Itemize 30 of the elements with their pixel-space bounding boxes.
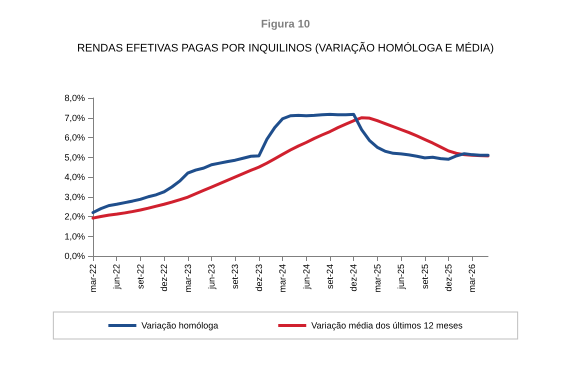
- x-tick-label: set-24: [325, 264, 335, 290]
- x-tick-label: set-23: [230, 264, 240, 290]
- x-tick-label: dez-25: [444, 264, 454, 292]
- x-tick-label: mar-25: [372, 264, 382, 293]
- y-tick-label: 4,0%: [64, 172, 85, 182]
- y-tick-label: 6,0%: [64, 132, 85, 142]
- x-tick-label: jun-23: [206, 264, 216, 290]
- y-tick-label: 5,0%: [64, 152, 85, 162]
- x-tick-label: mar-26: [467, 264, 478, 293]
- x-tick-label: set-25: [420, 264, 430, 290]
- x-tick-label: mar-24: [278, 264, 288, 293]
- x-tick-label: dez-22: [159, 264, 170, 292]
- y-tick-label: 7,0%: [64, 112, 85, 123]
- chart-subtitle: RENDAS EFETIVAS PAGAS POR INQUILINOS (VARIAÇÃO HOMÓLOGA E MÉDIA): [77, 42, 494, 54]
- x-tick-label: set-22: [135, 264, 146, 290]
- legend-label: Variação média dos últimos 12 meses: [311, 320, 464, 330]
- x-tick-label: dez-23: [254, 264, 264, 292]
- y-tick-label: 0,0%: [64, 251, 85, 261]
- x-tick-label: jun-24: [301, 264, 312, 290]
- x-tick-label: mar-23: [182, 264, 193, 293]
- x-tick-label: mar-22: [88, 264, 98, 293]
- legend-label: Variação homóloga: [141, 320, 218, 330]
- x-tick-label: jun-22: [112, 264, 122, 290]
- x-tick-label: jun-25: [396, 264, 406, 290]
- y-tick-label: 1,0%: [64, 231, 85, 242]
- y-tick-label: 2,0%: [64, 212, 85, 222]
- y-tick-label: 8,0%: [64, 93, 85, 103]
- chart-title: Figura 10: [261, 18, 310, 30]
- y-tick-label: 3,0%: [64, 192, 85, 202]
- x-tick-label: dez-24: [348, 264, 359, 292]
